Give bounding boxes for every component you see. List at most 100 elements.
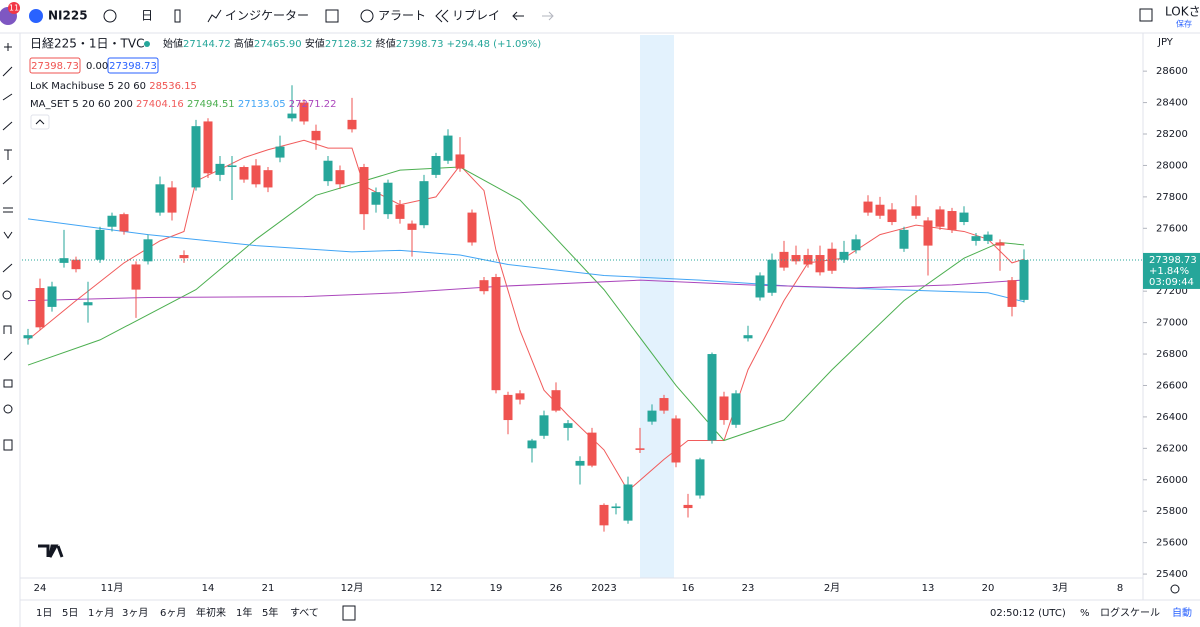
indicator-1[interactable]: LoK Machibuse 5 20 60 28536.15	[30, 81, 197, 92]
tv-logo-mark	[38, 544, 64, 558]
change: +294.48 (+1.09%)	[447, 39, 542, 50]
y-tick-label: 28000	[1156, 160, 1188, 171]
candle-body	[215, 163, 225, 175]
symbol[interactable]: NI225	[48, 9, 88, 23]
x-tick-label: 14	[202, 583, 215, 594]
candle-body	[887, 209, 897, 223]
y-tick-label: 26200	[1156, 443, 1188, 454]
log-scale[interactable]: ログスケール	[1100, 606, 1160, 619]
x-tick-label: 24	[34, 583, 47, 594]
range-button[interactable]: 1年	[236, 606, 252, 619]
candle-body	[539, 415, 549, 436]
candle-body	[971, 236, 981, 241]
axis-settings[interactable]	[1170, 584, 1180, 594]
candle-body	[23, 335, 33, 339]
replay[interactable]: リプレイ	[452, 9, 500, 23]
candle-body	[719, 396, 729, 421]
candle-body	[83, 302, 93, 306]
x-tick-label: 19	[490, 583, 503, 594]
candle-body	[551, 390, 561, 411]
range-button[interactable]: すべて	[290, 607, 319, 619]
y-tick-label: 26800	[1156, 349, 1188, 360]
undo[interactable]	[512, 11, 524, 21]
close: 27398.73	[396, 39, 444, 50]
candle-body	[479, 280, 489, 292]
candle-body	[563, 423, 573, 428]
candle-body	[311, 130, 321, 141]
layout-icon[interactable]	[325, 9, 339, 23]
range-button[interactable]: 5年	[262, 606, 278, 619]
candle-body	[959, 212, 969, 223]
ma-value: 27133.05	[238, 99, 286, 110]
candle-body	[1019, 259, 1029, 300]
candle-body	[683, 504, 693, 509]
moving-average	[27, 139, 1025, 492]
candle-body	[695, 459, 705, 496]
candle-body	[455, 154, 465, 169]
save-checkbox[interactable]	[1139, 8, 1153, 22]
range-button[interactable]: 3ヶ月	[122, 607, 148, 619]
indicator-2[interactable]: MA_SET 5 20 60 200 27404.16 27494.51 271…	[30, 99, 336, 110]
candle-body	[191, 126, 201, 188]
alert-icon	[360, 9, 374, 23]
y-tick-label: 27000	[1156, 318, 1188, 329]
range-button[interactable]: 1ヶ月	[88, 607, 114, 619]
candle-body	[47, 286, 57, 307]
high: 27465.90	[254, 39, 302, 50]
user: LOKさん	[1165, 5, 1200, 19]
candle-body	[983, 234, 993, 241]
y-tick-label: 26400	[1156, 412, 1188, 423]
add-symbol[interactable]	[103, 9, 117, 23]
interval[interactable]: 日	[141, 9, 153, 23]
x-tick-label: 8	[1117, 583, 1123, 594]
badge-bg	[8, 2, 20, 14]
goto-date[interactable]	[342, 605, 356, 621]
last-change: +1.84%	[1149, 266, 1189, 277]
currency: JPY	[1157, 37, 1174, 48]
range-button[interactable]: 5日	[62, 608, 78, 619]
range-button[interactable]: 6ヶ月	[160, 607, 186, 619]
candle-body	[119, 214, 129, 232]
selection-band	[640, 35, 674, 578]
moving-average	[27, 166, 1025, 442]
ma-value: 27271.22	[289, 99, 337, 110]
redo[interactable]	[542, 11, 554, 21]
indicators[interactable]: インジケーター	[225, 9, 309, 23]
candle-body	[767, 259, 777, 293]
drawing-tools[interactable]	[2, 43, 13, 451]
indicator-2-name: MA_SET 5 20 60 200	[30, 99, 133, 110]
spread: 0.00	[86, 61, 108, 72]
candle-body	[251, 165, 261, 185]
candle-body	[299, 102, 309, 122]
candle-body	[923, 220, 933, 246]
open: 27144.72	[183, 39, 231, 50]
candle-body	[791, 255, 801, 262]
candle-body	[143, 239, 153, 262]
chart-type[interactable]	[174, 9, 181, 23]
y-tick-label: 28200	[1156, 129, 1188, 140]
candle-body	[623, 484, 633, 521]
candle-body	[575, 460, 585, 466]
percent[interactable]: %	[1080, 608, 1090, 619]
candle-body	[899, 229, 909, 249]
candle-body	[611, 506, 621, 509]
range-button[interactable]: 年初来	[196, 606, 226, 619]
alert[interactable]: アラート	[378, 9, 426, 23]
candle-body	[875, 204, 885, 216]
collapse-legend[interactable]	[30, 114, 50, 130]
range-button[interactable]: 1日	[36, 608, 52, 619]
candle-body	[167, 187, 177, 213]
candle-body	[407, 223, 417, 230]
candle-body	[635, 448, 645, 450]
candle-body	[71, 259, 81, 270]
candle-body	[323, 160, 333, 182]
ask-box	[107, 57, 159, 74]
auto-scale[interactable]: 自動	[1172, 606, 1192, 619]
x-tick-label: 3月	[1052, 582, 1068, 594]
candle-body	[203, 121, 213, 174]
save[interactable]: 保存	[1176, 19, 1192, 29]
x-tick-label: 20	[982, 583, 995, 594]
candle-body	[947, 211, 957, 230]
candle-body	[431, 156, 441, 175]
